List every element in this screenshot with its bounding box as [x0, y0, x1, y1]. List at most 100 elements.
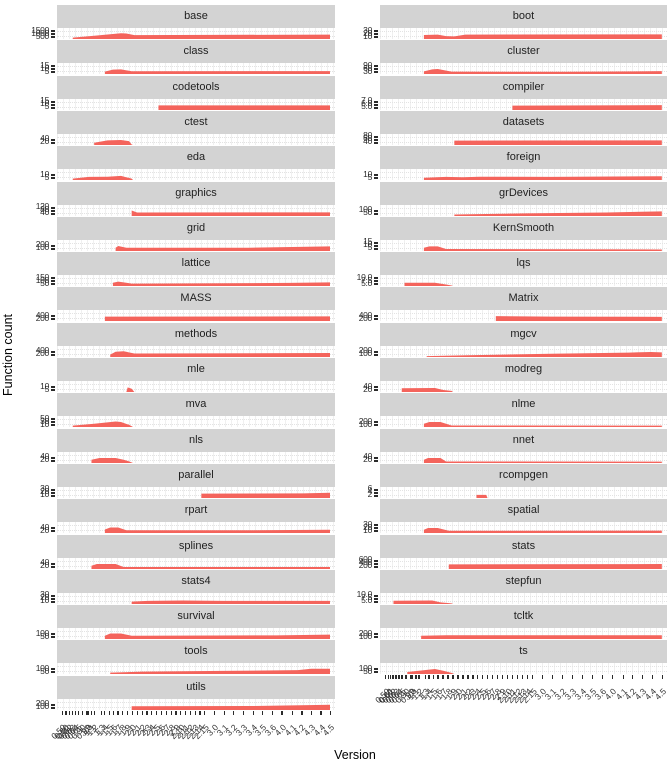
y-axis-labels: 30 20 10 [324, 25, 372, 40]
y-tick-label: 50 [363, 207, 372, 217]
y-tick-mark [374, 562, 378, 565]
y-tick-mark [51, 597, 55, 600]
x-tick-mark [165, 710, 167, 715]
area-plot [158, 104, 330, 110]
facet-title: modreg [504, 363, 543, 375]
area-plot [91, 563, 330, 569]
x-tick-mark [170, 710, 172, 715]
y-tick-mark [51, 283, 55, 286]
y-tick-mark [51, 353, 55, 356]
x-tick-mark [151, 710, 153, 715]
y-axis-labels: 200 100 [324, 413, 373, 428]
x-tick-mark [62, 710, 64, 715]
y-tick-label: 20 [363, 27, 372, 38]
area-plot [423, 176, 662, 181]
facet-row: rcompgen [380, 463, 667, 498]
facet-strip: mgcv [380, 322, 667, 346]
x-tick-mark [452, 675, 454, 680]
facet-panel [57, 381, 335, 392]
y-axis-labels: 200 100 [1, 696, 50, 711]
facet-strip: Matrix [380, 287, 667, 311]
area-plot [426, 351, 662, 357]
area-plot [131, 704, 330, 710]
x-tick-mark [532, 675, 534, 680]
facet-row: KernSmooth [380, 216, 667, 251]
facet-panel [380, 204, 667, 216]
gridline [57, 595, 335, 597]
facet-strip: nnet [380, 428, 667, 452]
area-plot [448, 563, 662, 569]
y-tick-mark [51, 424, 55, 427]
gridline [57, 66, 335, 68]
y-axis-labels: 600 400 200 [324, 555, 373, 570]
y-tick-label: 30 [40, 415, 49, 426]
y-tick-label: 4 [367, 486, 373, 497]
facet-row: nls [57, 428, 335, 463]
x-tick-mark [437, 675, 439, 680]
facet-panel [57, 663, 335, 675]
y-tick-label: 90 [363, 59, 372, 70]
y-tick-label: 100 [35, 662, 50, 673]
facet-strip: foreign [380, 146, 667, 170]
y-tick-mark [51, 488, 55, 491]
gridline [380, 530, 667, 532]
y-tick-mark [51, 594, 55, 597]
y-axis-labels: 15 10 5 [324, 237, 372, 252]
gridline [380, 31, 667, 32]
facet-strip: lqs [380, 252, 667, 276]
gridline [380, 454, 667, 456]
facet-strip: methods [57, 322, 335, 346]
x-tick-mark [74, 710, 77, 715]
facet-title: survival [177, 610, 215, 623]
y-tick-label: 10 [363, 239, 372, 250]
facet-strip: ts [380, 640, 667, 664]
y-axis-labels: 100 50 [324, 202, 373, 217]
facet-strip: eda [57, 146, 335, 170]
y-tick-mark [51, 209, 55, 212]
gridline [57, 348, 335, 350]
facet-row: grDevices [380, 181, 667, 216]
y-tick-mark [51, 562, 55, 565]
facet-title: stats [511, 539, 536, 552]
y-tick-label: 15 [363, 236, 372, 247]
y-tick-mark [374, 212, 378, 215]
facet-row: nlme [380, 393, 667, 428]
y-tick-mark [374, 600, 378, 603]
area-plot [404, 282, 453, 287]
y-tick-mark [51, 280, 55, 283]
y-tick-label: 30 [40, 483, 49, 494]
y-tick-label: 200 [358, 415, 373, 426]
facet-strip: class [57, 40, 335, 64]
facet-row: nnet [380, 428, 667, 463]
facet-panel [57, 416, 335, 428]
x-tick-mark [482, 675, 484, 680]
facet-panel [57, 275, 335, 287]
facet-title: graphics [175, 186, 217, 199]
facet-panel [380, 557, 667, 569]
x-tick-mark [189, 710, 192, 715]
y-tick-mark [374, 524, 378, 527]
gridline [57, 242, 335, 244]
y-tick-label: 10 [40, 489, 49, 500]
facet-row: boot [380, 5, 667, 39]
facet-panel [57, 310, 335, 322]
facet-title: spatial [507, 504, 540, 517]
y-tick-mark [51, 671, 55, 674]
y-tick-mark [51, 212, 55, 215]
facet-strip: ctest [57, 110, 335, 134]
y-axis-labels: 7.0 6.0 5.0 [324, 96, 372, 111]
facet-strip: lattice [57, 252, 335, 276]
gridline [380, 247, 667, 249]
y-tick-label: 30 [363, 65, 372, 76]
y-tick-mark [51, 668, 55, 671]
facet-row: stats [380, 534, 667, 569]
facet-row: utils [57, 675, 335, 710]
y-tick-label: 5 [44, 101, 50, 112]
y-axis-labels: 200 100 [324, 625, 373, 640]
area-plot [454, 210, 662, 216]
y-tick-mark [374, 247, 378, 250]
y-tick-label: 20 [40, 592, 49, 603]
y-tick-mark [51, 636, 55, 639]
y-tick-label: 20 [40, 486, 49, 497]
